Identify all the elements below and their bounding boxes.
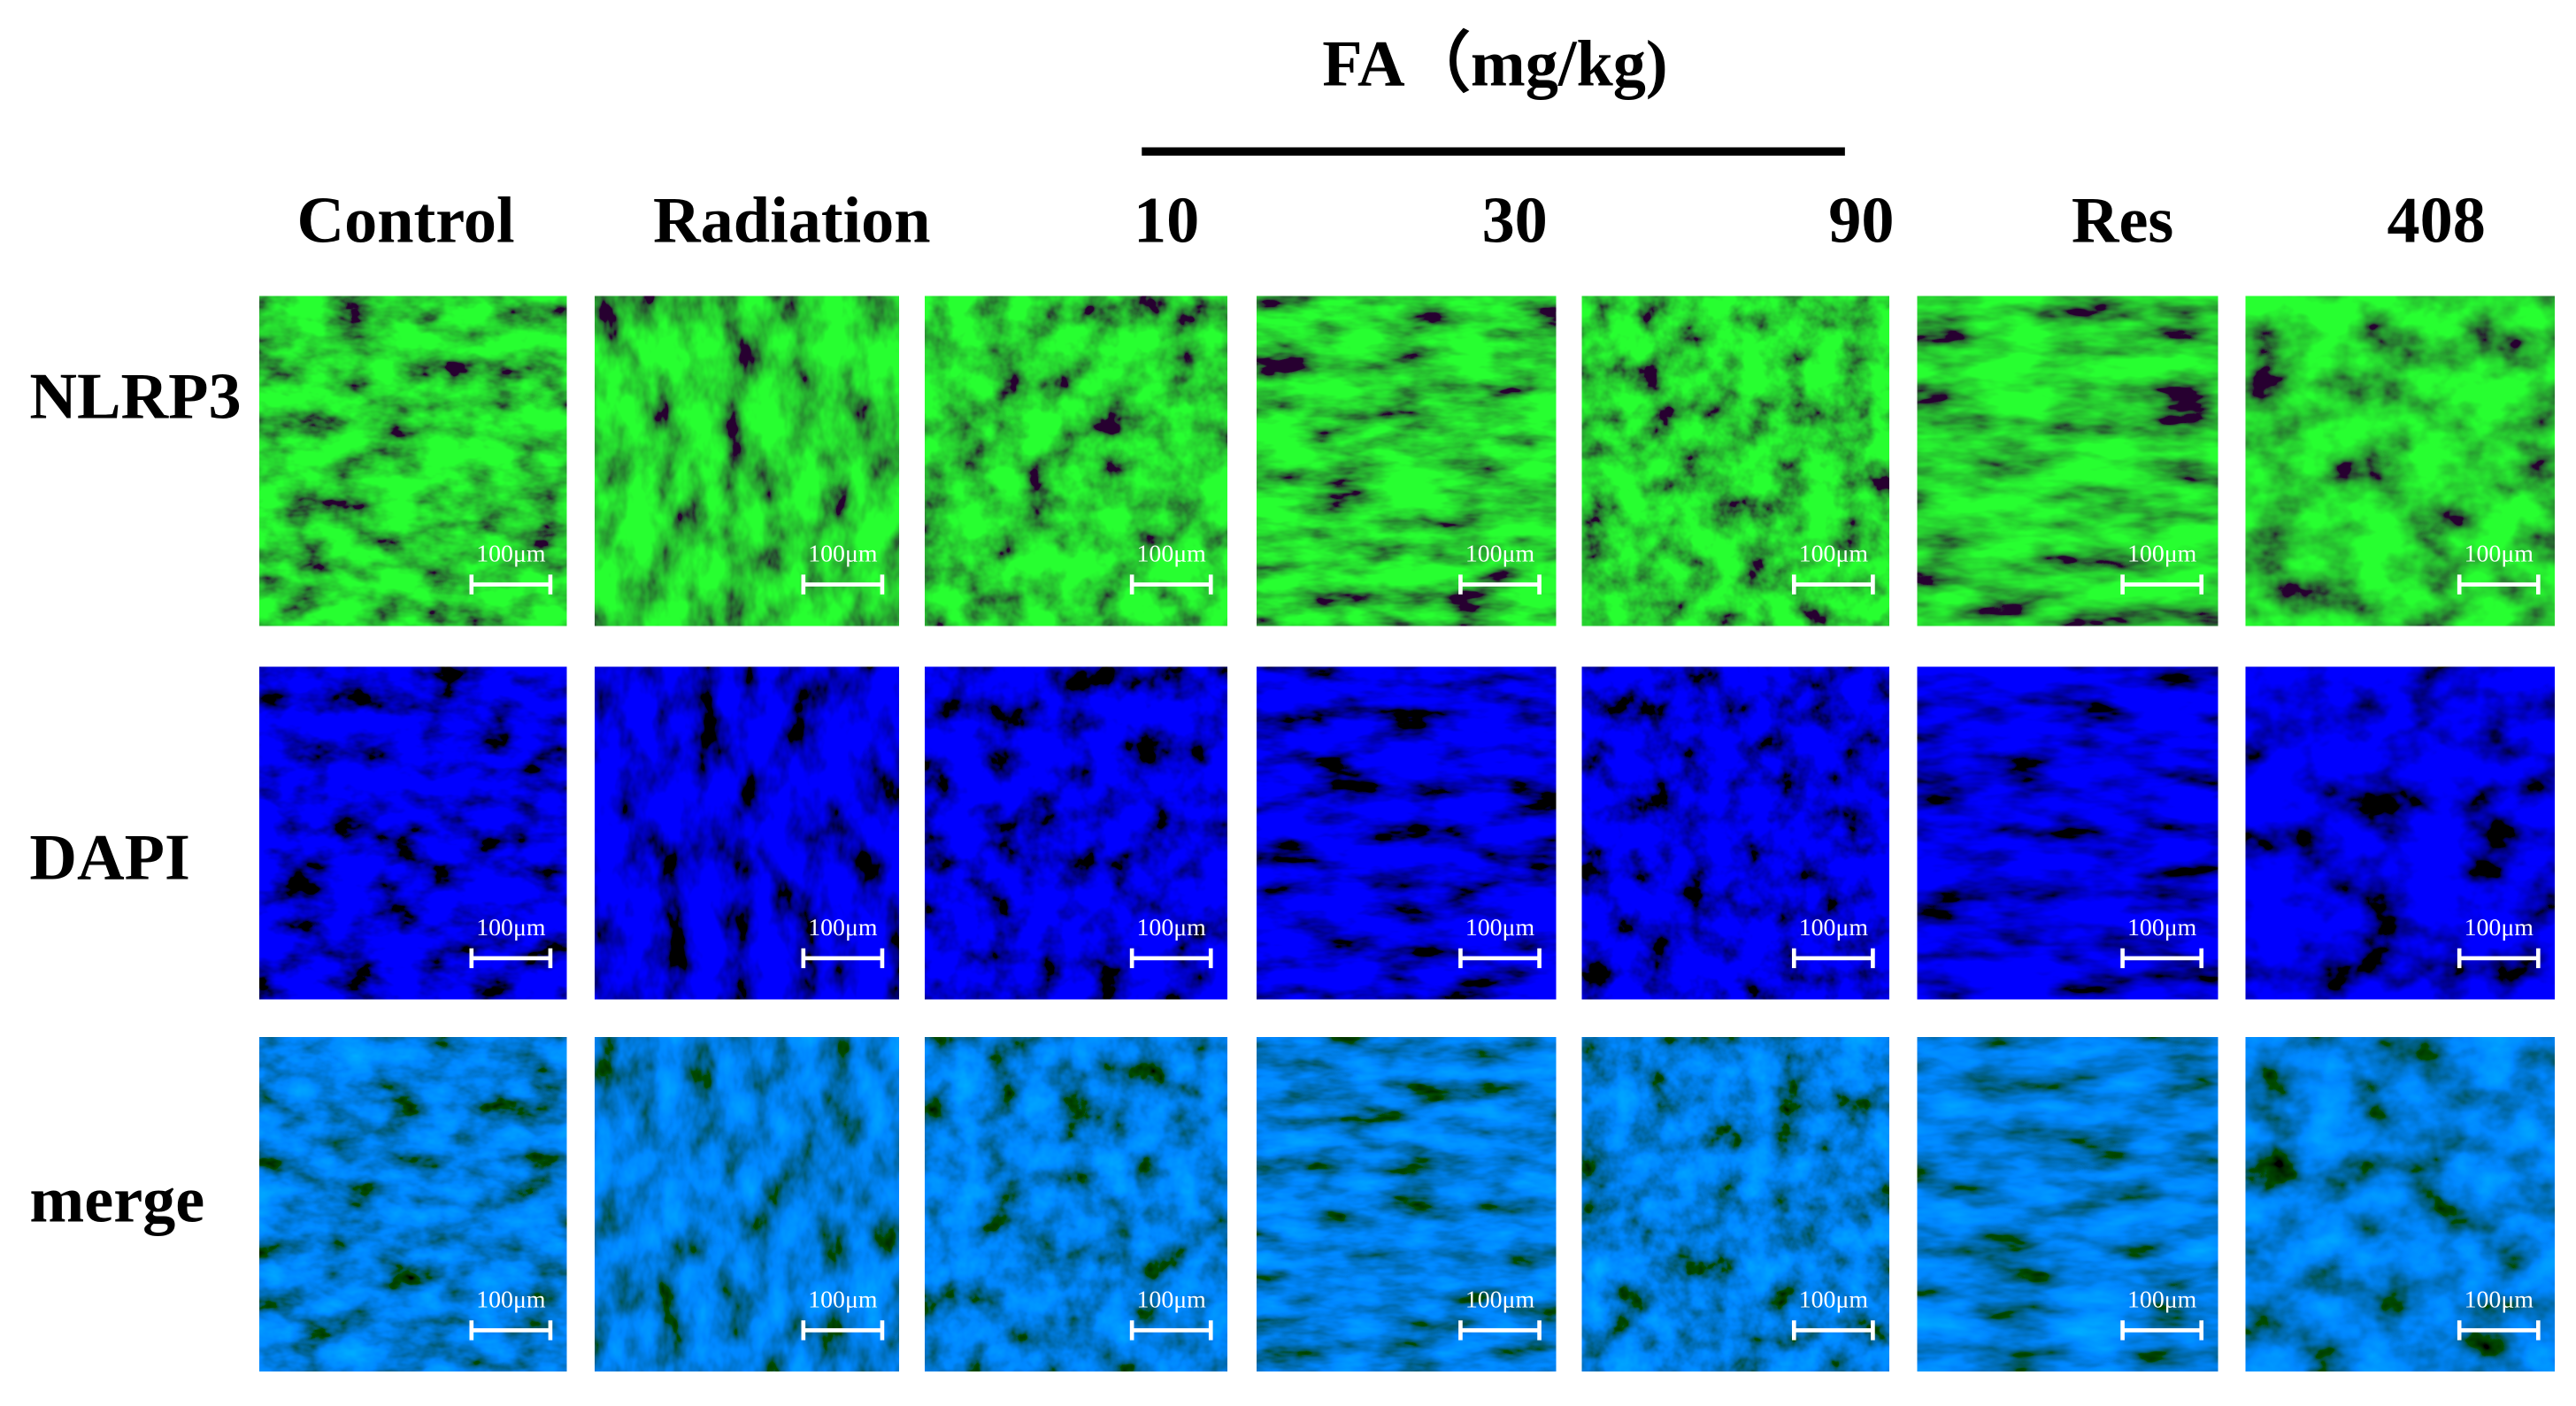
micrograph	[925, 296, 1227, 626]
scale-bar-label: 100μm	[2127, 914, 2197, 941]
image-panel: 100μm	[595, 1037, 899, 1371]
scale-bar-label: 100μm	[1799, 1286, 1869, 1313]
scale-bar-label: 100μm	[808, 540, 878, 567]
micrograph	[1917, 666, 2218, 1000]
scale-bar-label: 100μm	[1465, 1286, 1535, 1313]
scale-bar-label: 100μm	[476, 1286, 546, 1313]
scale-bar-label: 100μm	[1799, 914, 1869, 941]
column-label: 10	[1134, 184, 1199, 257]
micrograph	[1257, 666, 1557, 1000]
scale-bar	[801, 574, 885, 595]
column-label: Control	[296, 184, 514, 257]
image-panel: 100μm	[925, 296, 1227, 626]
column-label: 408	[2388, 184, 2486, 257]
micrograph	[1581, 1037, 1889, 1371]
scale-bar	[2457, 948, 2541, 969]
micrograph	[2245, 1037, 2555, 1371]
scale-bar-label: 100μm	[2127, 540, 2197, 567]
scale-bar	[2120, 574, 2204, 595]
scale-bar-label: 100μm	[1465, 914, 1535, 941]
scale-bar	[1458, 948, 1542, 969]
row-label: NLRP3	[29, 361, 241, 434]
scale-bar-label: 100μm	[2127, 1286, 2197, 1313]
row-label: merge	[29, 1164, 204, 1237]
scale-bar-label: 100μm	[2465, 540, 2534, 567]
image-panel: 100μm	[1581, 1037, 1889, 1371]
scale-bar-label: 100μm	[476, 914, 546, 941]
scale-bar	[1129, 948, 1213, 969]
micrograph	[2245, 296, 2555, 626]
micrograph	[2245, 666, 2555, 1000]
image-panel: 100μm	[259, 296, 567, 626]
scale-bar-label: 100μm	[1799, 540, 1869, 567]
scale-bar	[1458, 574, 1542, 595]
column-label: 30	[1482, 184, 1548, 257]
image-panel: 100μm	[2245, 666, 2555, 1000]
micrograph	[1581, 666, 1889, 1000]
micrograph	[925, 666, 1227, 1000]
scale-bar	[1791, 948, 1875, 969]
image-panel: 100μm	[1917, 1037, 2218, 1371]
row-label: DAPI	[29, 822, 189, 895]
image-panel: 100μm	[2245, 1037, 2555, 1371]
image-panel: 100μm	[925, 666, 1227, 1000]
scale-bar	[1458, 1320, 1542, 1341]
image-panel: 100μm	[925, 1037, 1227, 1371]
scale-bar-label: 100μm	[1137, 540, 1207, 567]
scale-bar-label: 100μm	[476, 540, 546, 567]
scale-bar	[469, 574, 553, 595]
image-panel: 100μm	[259, 666, 567, 1000]
image-panel: 100μm	[2245, 296, 2555, 626]
scale-bar	[2457, 1320, 2541, 1341]
scale-bar	[1791, 1320, 1875, 1341]
micrograph	[1917, 1037, 2218, 1371]
scale-bar	[469, 948, 553, 969]
scale-bar-label: 100μm	[1137, 914, 1207, 941]
scale-bar	[1129, 574, 1213, 595]
image-panel: 100μm	[1917, 666, 2218, 1000]
group-label: FA（mg/kg)	[1322, 28, 1667, 101]
scale-bar-label: 100μm	[2465, 1286, 2534, 1313]
image-panel: 100μm	[1257, 666, 1557, 1000]
image-panel: 100μm	[1917, 296, 2218, 626]
micrograph	[1257, 296, 1557, 626]
image-panel: 100μm	[1581, 666, 1889, 1000]
scale-bar-label: 100μm	[808, 914, 878, 941]
image-panel: 100μm	[259, 1037, 567, 1371]
scale-bar	[1129, 1320, 1213, 1341]
scale-bar-label: 100μm	[1137, 1286, 1207, 1313]
micrograph	[595, 296, 899, 626]
scale-bar	[801, 1320, 885, 1341]
micrograph	[259, 1037, 567, 1371]
micrograph	[1917, 296, 2218, 626]
image-panel: 100μm	[1581, 296, 1889, 626]
image-panel: 100μm	[1257, 296, 1557, 626]
scale-bar	[469, 1320, 553, 1341]
column-label: Radiation	[653, 184, 931, 257]
scale-bar	[2120, 948, 2204, 969]
scale-bar-label: 100μm	[808, 1286, 878, 1313]
image-panel: 100μm	[595, 296, 899, 626]
image-panel: 100μm	[595, 666, 899, 1000]
micrograph	[259, 666, 567, 1000]
micrograph	[1581, 296, 1889, 626]
column-label: 90	[1828, 184, 1894, 257]
micrograph	[1257, 1037, 1557, 1371]
micrograph	[925, 1037, 1227, 1371]
micrograph	[259, 296, 567, 626]
scale-bar-label: 100μm	[1465, 540, 1535, 567]
micrograph	[595, 666, 899, 1000]
scale-bar	[2457, 574, 2541, 595]
scale-bar	[2120, 1320, 2204, 1341]
image-panel: 100μm	[1257, 1037, 1557, 1371]
micrograph	[595, 1037, 899, 1371]
scale-bar	[801, 948, 885, 969]
column-label: Res	[2072, 184, 2173, 257]
scale-bar	[1791, 574, 1875, 595]
scale-bar-label: 100μm	[2465, 914, 2534, 941]
